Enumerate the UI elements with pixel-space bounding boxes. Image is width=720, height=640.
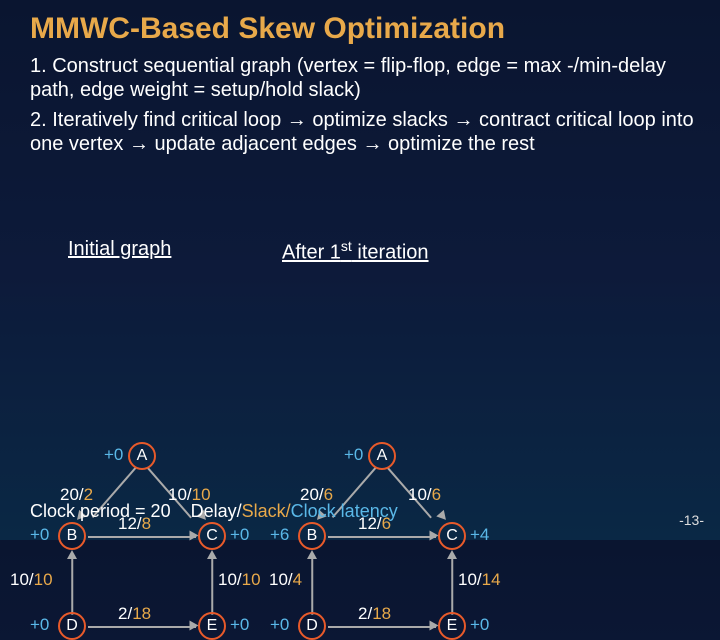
edge-r-bc: [328, 536, 436, 538]
edge-r-de-label: 2/18: [358, 604, 391, 624]
node-l-c-label: C: [206, 527, 218, 545]
label-after-iteration: After 1st iteration: [282, 238, 429, 265]
node-r-b-label: B: [307, 527, 318, 545]
lat-r-e: +0: [470, 615, 489, 635]
edge-l-bd-s: 10: [34, 570, 53, 589]
node-l-a-label: A: [137, 447, 148, 465]
node-l-b-label: B: [67, 527, 78, 545]
edge-r-ac-s: 6: [432, 485, 441, 504]
edge-r-bd-d: 10/: [269, 570, 293, 589]
node-l-d: D: [58, 612, 86, 640]
node-l-a: A: [128, 442, 156, 470]
after-prefix: After 1: [282, 242, 341, 264]
node-l-e-label: E: [207, 617, 218, 635]
label-initial-graph: Initial graph: [68, 238, 171, 261]
node-r-b: B: [298, 522, 326, 550]
lat-l-d: +0: [30, 615, 49, 635]
edge-l-ce-d: 10/: [218, 570, 242, 589]
edge-r-de-d: 2/: [358, 604, 372, 623]
edge-r-bd-s: 4: [293, 570, 302, 589]
node-l-d-label: D: [66, 617, 78, 635]
edge-l-db-head: [67, 550, 77, 559]
edge-r-ce-label: 10/14: [458, 570, 501, 590]
edge-l-de-label: 2/18: [118, 604, 151, 624]
legend-slack: Slack/: [242, 501, 291, 521]
edge-l-ce-label: 10/10: [218, 570, 261, 590]
lat-l-b: +0: [30, 525, 49, 545]
edge-r-ac-label: 10/6: [408, 485, 441, 505]
node-r-a: A: [368, 442, 396, 470]
lat-l-c: +0: [230, 525, 249, 545]
page-title: MMWC-Based Skew Optimization: [0, 0, 720, 54]
edge-l-ec-head: [207, 550, 217, 559]
clock-period: Clock period = 20: [30, 501, 171, 521]
edge-l-bd-label: 10/10: [10, 570, 53, 590]
edge-r-ec-head: [447, 550, 457, 559]
edge-l-de-d: 2/: [118, 604, 132, 623]
lat-r-c: +4: [470, 525, 489, 545]
edge-r-ac-head: [436, 510, 449, 523]
edge-r-ec: [451, 555, 453, 615]
node-r-e: E: [438, 612, 466, 640]
edge-r-ce-s: 14: [482, 570, 501, 589]
node-l-b: B: [58, 522, 86, 550]
node-r-c: C: [438, 522, 466, 550]
edge-l-de: [88, 626, 196, 628]
edge-r-de-s: 18: [372, 604, 391, 623]
edge-r-de: [328, 626, 436, 628]
edge-r-ce-d: 10/: [458, 570, 482, 589]
node-l-c: C: [198, 522, 226, 550]
after-ordinal: st: [341, 238, 352, 254]
node-r-d-label: D: [306, 617, 318, 635]
edge-l-de-s: 18: [132, 604, 151, 623]
edge-r-db-head: [307, 550, 317, 559]
bullet-1: 1. Construct sequential graph (vertex = …: [30, 54, 696, 102]
node-r-c-label: C: [446, 527, 458, 545]
edge-l-bc: [88, 536, 196, 538]
legend-latency: Clock latency: [291, 501, 398, 521]
node-r-e-label: E: [447, 617, 458, 635]
edge-r-bd-label: 10/4: [269, 570, 302, 590]
edge-l-db: [71, 555, 73, 615]
page-number: -13-: [679, 512, 704, 528]
lat-r-a: +0: [344, 445, 363, 465]
node-r-d: D: [298, 612, 326, 640]
edge-r-ac-d: 10/: [408, 485, 432, 504]
after-suffix: iteration: [352, 242, 429, 264]
edge-l-ce-s: 10: [242, 570, 261, 589]
lat-l-a: +0: [104, 445, 123, 465]
legend-delay: Delay/: [191, 501, 242, 521]
edge-l-bd-d: 10/: [10, 570, 34, 589]
lat-r-d: +0: [270, 615, 289, 635]
footer: Clock period = 20 Delay/Slack/Clock late…: [30, 501, 398, 522]
node-r-a-label: A: [377, 447, 388, 465]
node-l-e: E: [198, 612, 226, 640]
lat-l-e: +0: [230, 615, 249, 635]
bullet-2: 2. Iteratively find critical loop → opti…: [30, 108, 696, 156]
edge-r-db: [311, 555, 313, 615]
body-list: 1. Construct sequential graph (vertex = …: [0, 54, 720, 156]
lat-r-b: +6: [270, 525, 289, 545]
edge-l-ec: [211, 555, 213, 615]
